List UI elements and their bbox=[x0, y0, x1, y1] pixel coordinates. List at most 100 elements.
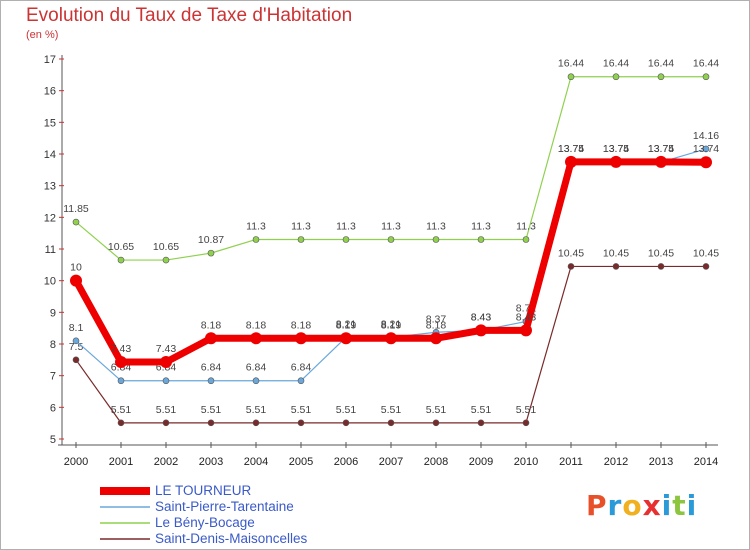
data-label: 10.45 bbox=[648, 247, 674, 259]
legend-label: Saint-Pierre-Tarentaine bbox=[155, 499, 294, 514]
data-label: 10.45 bbox=[558, 247, 584, 259]
data-label: 8.18 bbox=[291, 319, 312, 331]
data-point bbox=[252, 419, 260, 427]
y-tick-label: 10 bbox=[44, 276, 56, 288]
legend-swatch bbox=[100, 522, 150, 524]
data-point bbox=[342, 236, 350, 243]
data-point bbox=[430, 332, 442, 345]
legend-label: Le Bény-Bocage bbox=[155, 515, 255, 530]
x-tick-label: 2004 bbox=[244, 456, 268, 468]
data-point bbox=[297, 236, 305, 243]
data-label: 5.51 bbox=[516, 404, 537, 416]
x-tick-label: 2012 bbox=[604, 456, 628, 468]
data-point bbox=[567, 73, 575, 81]
chart-title: Evolution du Taux de Taxe d'Habitation bbox=[26, 5, 353, 26]
logo-letter: i bbox=[661, 489, 673, 522]
data-label: 8.43 bbox=[471, 311, 492, 323]
data-point bbox=[252, 377, 260, 385]
series-line bbox=[72, 158, 707, 366]
data-label: 11.3 bbox=[336, 221, 356, 233]
data-label: 14.16 bbox=[693, 130, 719, 142]
data-point bbox=[387, 419, 395, 427]
data-point bbox=[117, 256, 125, 264]
data-label: 5.51 bbox=[111, 404, 132, 416]
y-tick-label: 15 bbox=[44, 117, 56, 129]
data-label: 7.43 bbox=[111, 343, 132, 355]
data-label: 11.3 bbox=[471, 221, 491, 233]
y-tick-label: 14 bbox=[44, 149, 56, 161]
data-point bbox=[385, 332, 397, 345]
data-point bbox=[522, 236, 530, 243]
data-label: 11.3 bbox=[426, 221, 446, 233]
data-label: 10.65 bbox=[153, 241, 179, 253]
y-tick-label: 13 bbox=[44, 181, 56, 193]
data-label: 13.74 bbox=[558, 143, 584, 155]
y-tick-label: 16 bbox=[44, 86, 56, 98]
x-tick-label: 2001 bbox=[109, 456, 133, 468]
data-point bbox=[702, 73, 710, 81]
data-label: 13.74 bbox=[603, 143, 629, 155]
data-label: 11.3 bbox=[291, 221, 311, 233]
y-tick-label: 11 bbox=[45, 244, 56, 256]
y-tick-label: 6 bbox=[50, 402, 56, 414]
data-label: 8.21 bbox=[336, 318, 357, 330]
data-point bbox=[72, 356, 80, 364]
data-point bbox=[702, 263, 710, 270]
line-chart: 5 6 7 8 9 10 11 12 13 14 15 16 17 2000 2001 2002 2003 200… bbox=[44, 54, 720, 468]
data-point bbox=[520, 324, 532, 337]
data-label: 13.75 bbox=[648, 143, 674, 155]
data-label: 10.87 bbox=[198, 234, 224, 246]
logo-letter: x bbox=[642, 489, 662, 522]
data-label: 8.19 bbox=[381, 319, 402, 331]
x-tick-label: 2009 bbox=[469, 456, 493, 468]
data-point bbox=[612, 73, 620, 81]
data-point bbox=[117, 377, 125, 385]
proxiti-logo: Proxiti bbox=[586, 489, 697, 522]
data-point bbox=[252, 236, 260, 243]
data-label: 8.18 bbox=[426, 319, 447, 331]
data-point bbox=[655, 155, 667, 168]
data-label: 6.84 bbox=[291, 362, 312, 374]
data-label: 10 bbox=[70, 262, 82, 274]
x-tick-label: 2014 bbox=[694, 456, 718, 468]
data-label: 13.75 bbox=[558, 143, 584, 155]
data-point bbox=[297, 419, 305, 427]
data-label: 5.51 bbox=[336, 404, 357, 416]
data-point bbox=[207, 249, 215, 257]
data-label: 5.51 bbox=[156, 404, 177, 416]
data-point bbox=[72, 337, 80, 345]
data-label: 16.44 bbox=[558, 58, 584, 70]
data-label: 8.21 bbox=[381, 318, 402, 330]
y-tick-label: 8 bbox=[50, 339, 56, 351]
data-point bbox=[567, 263, 575, 270]
data-point bbox=[387, 236, 395, 243]
data-label: 10.45 bbox=[693, 247, 719, 259]
logo-letter: P bbox=[586, 489, 608, 522]
y-tick-label: 7 bbox=[50, 371, 56, 383]
data-point bbox=[432, 419, 440, 427]
data-point bbox=[342, 419, 350, 427]
data-label: 13.74 bbox=[693, 143, 719, 155]
x-tick-label: 2005 bbox=[289, 456, 313, 468]
x-tick-label: 2013 bbox=[649, 456, 673, 468]
data-point bbox=[207, 419, 215, 427]
data-point bbox=[250, 332, 262, 345]
data-label: 6.84 bbox=[246, 362, 267, 374]
data-point bbox=[610, 155, 622, 168]
x-tick-label: 2006 bbox=[334, 456, 358, 468]
x-tick-label: 2003 bbox=[199, 456, 223, 468]
data-label: 8.18 bbox=[201, 319, 222, 331]
legend-label: LE TOURNEUR bbox=[155, 483, 252, 498]
data-point bbox=[612, 263, 620, 270]
y-tick-label: 9 bbox=[50, 307, 56, 319]
data-label: 8.18 bbox=[246, 319, 267, 331]
y-tick-label: 17 bbox=[44, 54, 56, 66]
data-label: 16.44 bbox=[603, 58, 629, 70]
data-point bbox=[477, 419, 485, 427]
data-label: 11.3 bbox=[516, 221, 536, 233]
x-tick-label: 2007 bbox=[379, 456, 403, 468]
data-label: 5.51 bbox=[201, 404, 222, 416]
y-tick-label: 5 bbox=[50, 434, 56, 446]
data-point bbox=[340, 332, 352, 345]
data-point bbox=[700, 156, 712, 169]
